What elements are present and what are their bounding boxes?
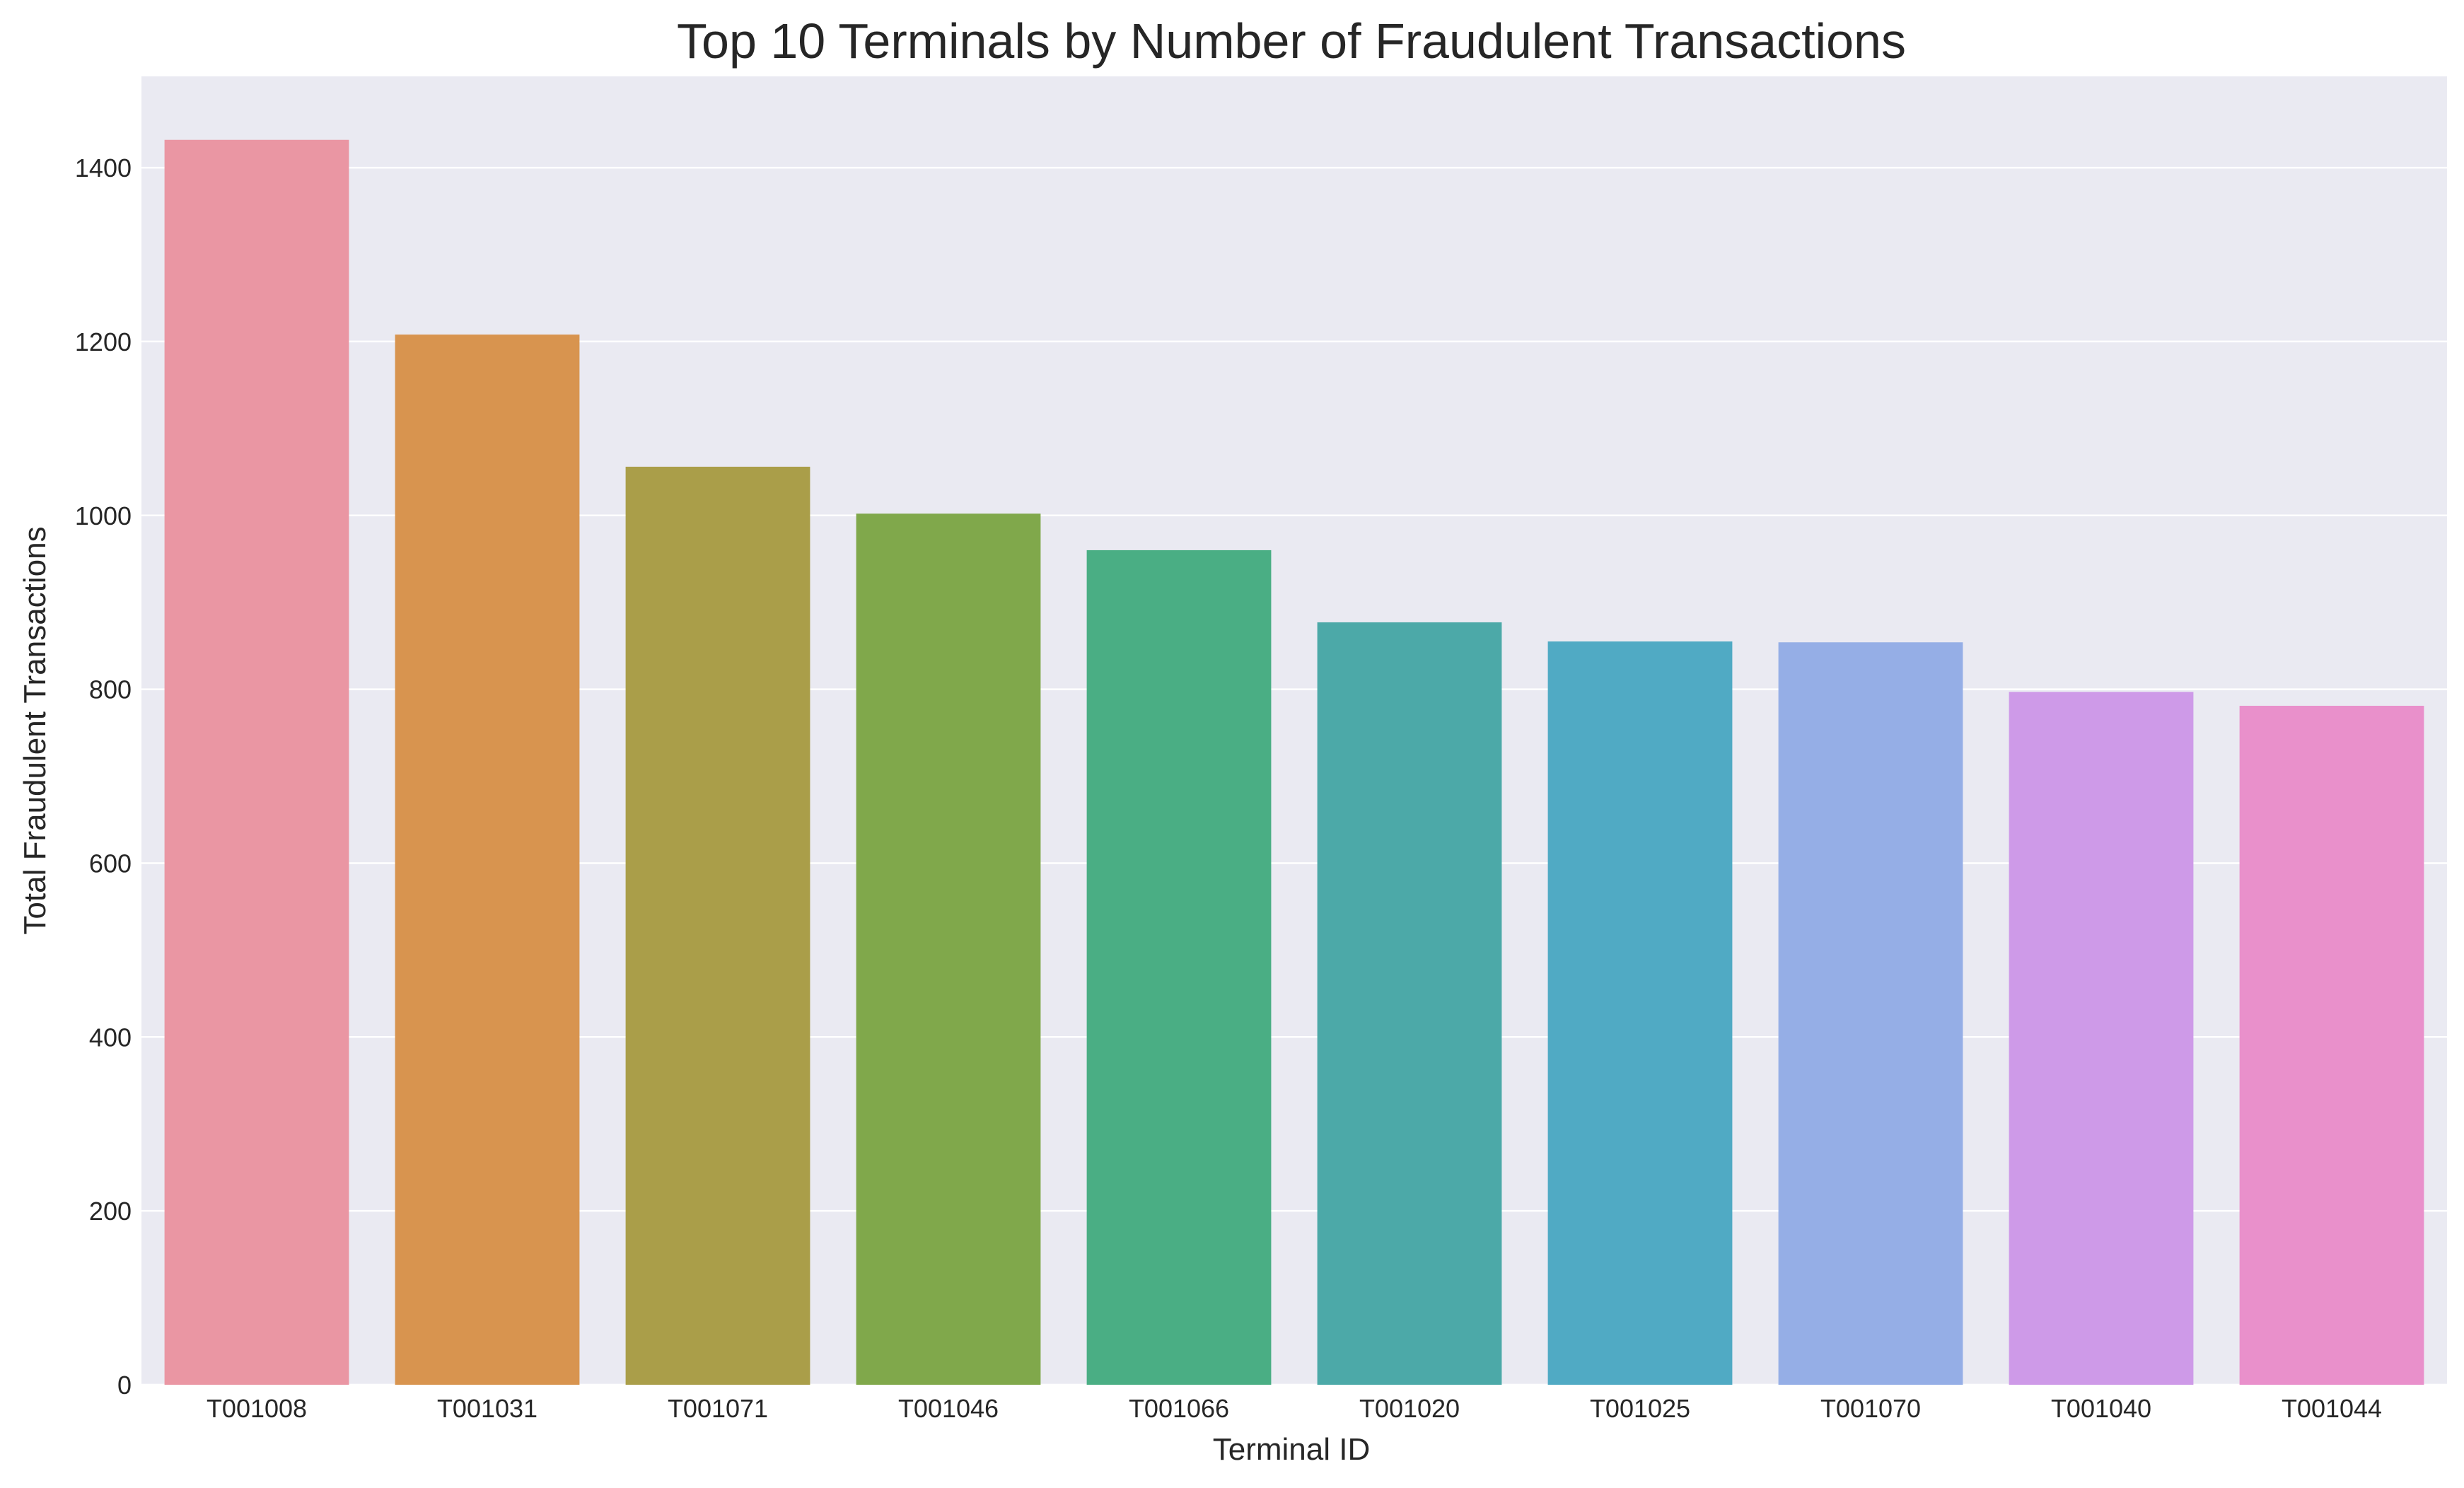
y-tick-label: 200	[89, 1197, 132, 1226]
x-tick-label: T001066	[1129, 1394, 1229, 1423]
x-axis-ticks: T001008 T001031 T001071 T001046 T001066 T0010…	[207, 1394, 2382, 1423]
y-tick-label: 1400	[75, 153, 132, 182]
bars	[164, 139, 2424, 1385]
bar-T001066	[1086, 550, 1272, 1385]
bar-T001070	[1778, 642, 1963, 1385]
x-tick-label: T001040	[2051, 1394, 2151, 1423]
x-tick-label: T001025	[1590, 1394, 1690, 1423]
y-axis-ticks: 0 200 400 600 800 1000 1200 1400	[75, 153, 132, 1400]
y-tick-label: 1000	[75, 501, 132, 530]
y-tick-label: 600	[89, 849, 132, 878]
bar-T001046	[856, 513, 1041, 1385]
x-tick-label: T001020	[1359, 1394, 1460, 1423]
bar-T001044	[2239, 705, 2424, 1385]
bar-T001008	[164, 139, 349, 1385]
x-tick-label: T001071	[668, 1394, 768, 1423]
y-tick-label: 400	[89, 1023, 132, 1052]
y-axis-label: Total Fraudulent Transactions	[18, 526, 52, 934]
y-tick-label: 0	[117, 1371, 132, 1400]
chart-title: Top 10 Terminals by Number of Fraudulent…	[677, 13, 1906, 69]
y-tick-label: 800	[89, 675, 132, 704]
y-tick-label: 1200	[75, 327, 132, 356]
x-tick-label: T001070	[1820, 1394, 1921, 1423]
x-axis-label: Terminal ID	[1213, 1432, 1371, 1467]
bar-T001040	[2009, 692, 2194, 1385]
bar-T001031	[395, 335, 580, 1385]
x-tick-label: T001044	[2282, 1394, 2382, 1423]
bar-T001071	[625, 466, 810, 1385]
bar-T001025	[1547, 641, 1733, 1385]
bar-T001020	[1317, 622, 1502, 1385]
x-tick-label: T001046	[898, 1394, 999, 1423]
x-tick-label: T001031	[437, 1394, 537, 1423]
x-tick-label: T001008	[207, 1394, 307, 1423]
